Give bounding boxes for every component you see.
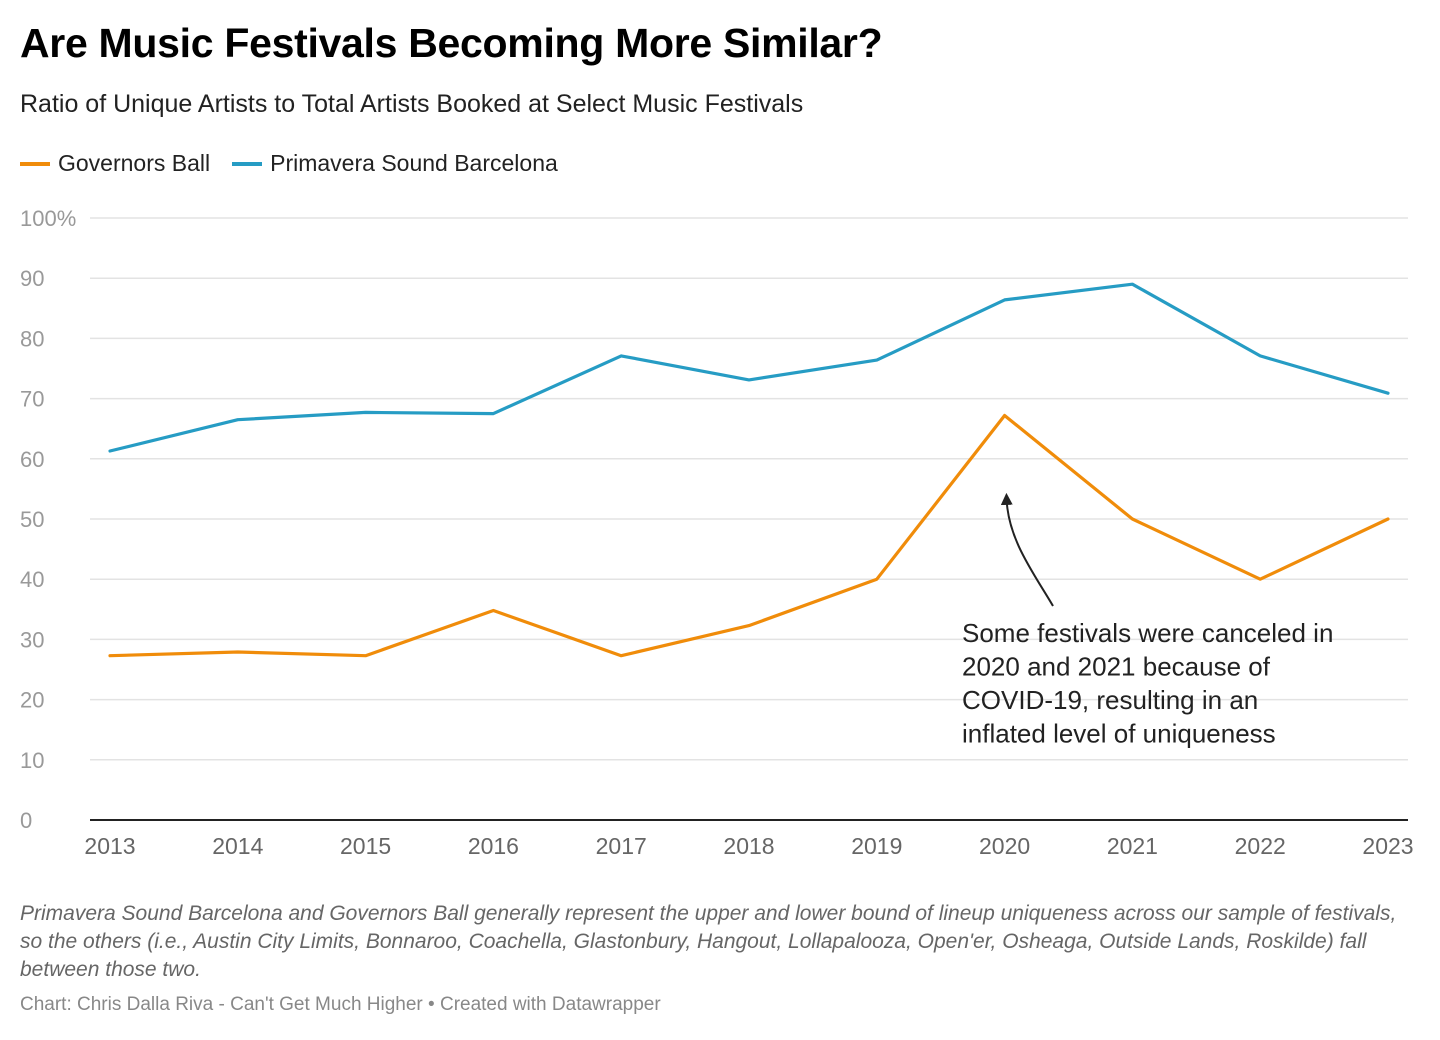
y-tick-label: 70 [20, 387, 44, 412]
chart-source: Chart: Chris Dalla Riva - Can't Get Much… [20, 994, 661, 1015]
annotation-text-line: 2020 and 2021 because of [962, 652, 1271, 682]
legend-item-governors-ball: Governors Ball [20, 150, 210, 177]
chart-title: Are Music Festivals Becoming More Simila… [20, 20, 883, 66]
series-lines [108, 282, 1390, 658]
y-tick-label: 50 [20, 507, 44, 532]
series-line-primavera-sound-barcelona [108, 282, 1390, 453]
chart-notes: Primavera Sound Barcelona and Governors … [20, 902, 1397, 981]
x-tick-label: 2017 [596, 833, 647, 859]
legend-swatch-primavera [232, 161, 263, 166]
x-tick-label: 2019 [851, 833, 902, 859]
x-tick-label: 2014 [212, 833, 263, 859]
legend: Governors Ball Primavera Sound Barcelona [20, 150, 580, 177]
legend-item-primavera: Primavera Sound Barcelona [232, 150, 558, 177]
line-chart: 0 10 20 30 40 50 60 70 80 90 100% 2013 2014 2015 2016… [20, 206, 1414, 859]
gridlines [90, 217, 1408, 821]
annotation-arrow [1000, 492, 1054, 607]
y-tick-label: 0 [20, 808, 32, 833]
annotation-text-line: COVID-19, resulting in an [962, 685, 1258, 715]
x-tick-label: 2021 [1107, 833, 1158, 859]
annotation-text-line: Some festivals were canceled in [962, 618, 1333, 648]
annotation: Some festivals were canceled in 2020 and … [962, 492, 1333, 749]
x-axis: 2013 2014 2015 2016 2017 2018 2019 2020 2021 2022… [84, 833, 1413, 859]
x-tick-label: 2018 [723, 833, 774, 859]
x-tick-label: 2015 [340, 833, 391, 859]
y-tick-label: 80 [20, 326, 44, 351]
x-tick-label: 2020 [979, 833, 1030, 859]
y-tick-label: 90 [20, 266, 44, 291]
legend-label-governors-ball: Governors Ball [58, 150, 211, 176]
y-tick-label: 100% [20, 206, 76, 231]
x-tick-label: 2022 [1235, 833, 1286, 859]
y-axis: 0 10 20 30 40 50 60 70 80 90 100% [20, 206, 76, 833]
y-tick-label: 10 [20, 748, 44, 773]
y-tick-label: 60 [20, 447, 44, 472]
legend-label-primavera: Primavera Sound Barcelona [270, 150, 558, 176]
x-tick-label: 2023 [1362, 833, 1413, 859]
x-tick-label: 2013 [84, 833, 135, 859]
y-tick-label: 20 [20, 688, 44, 713]
series-line-governors-ball [108, 413, 1390, 658]
y-tick-label: 40 [20, 567, 44, 592]
annotation-text-line: inflated level of uniqueness [962, 719, 1276, 749]
y-tick-label: 30 [20, 627, 44, 652]
x-tick-label: 2016 [468, 833, 519, 859]
chart-subtitle: Ratio of Unique Artists to Total Artists… [20, 90, 804, 118]
legend-swatch-governors-ball [20, 161, 50, 166]
